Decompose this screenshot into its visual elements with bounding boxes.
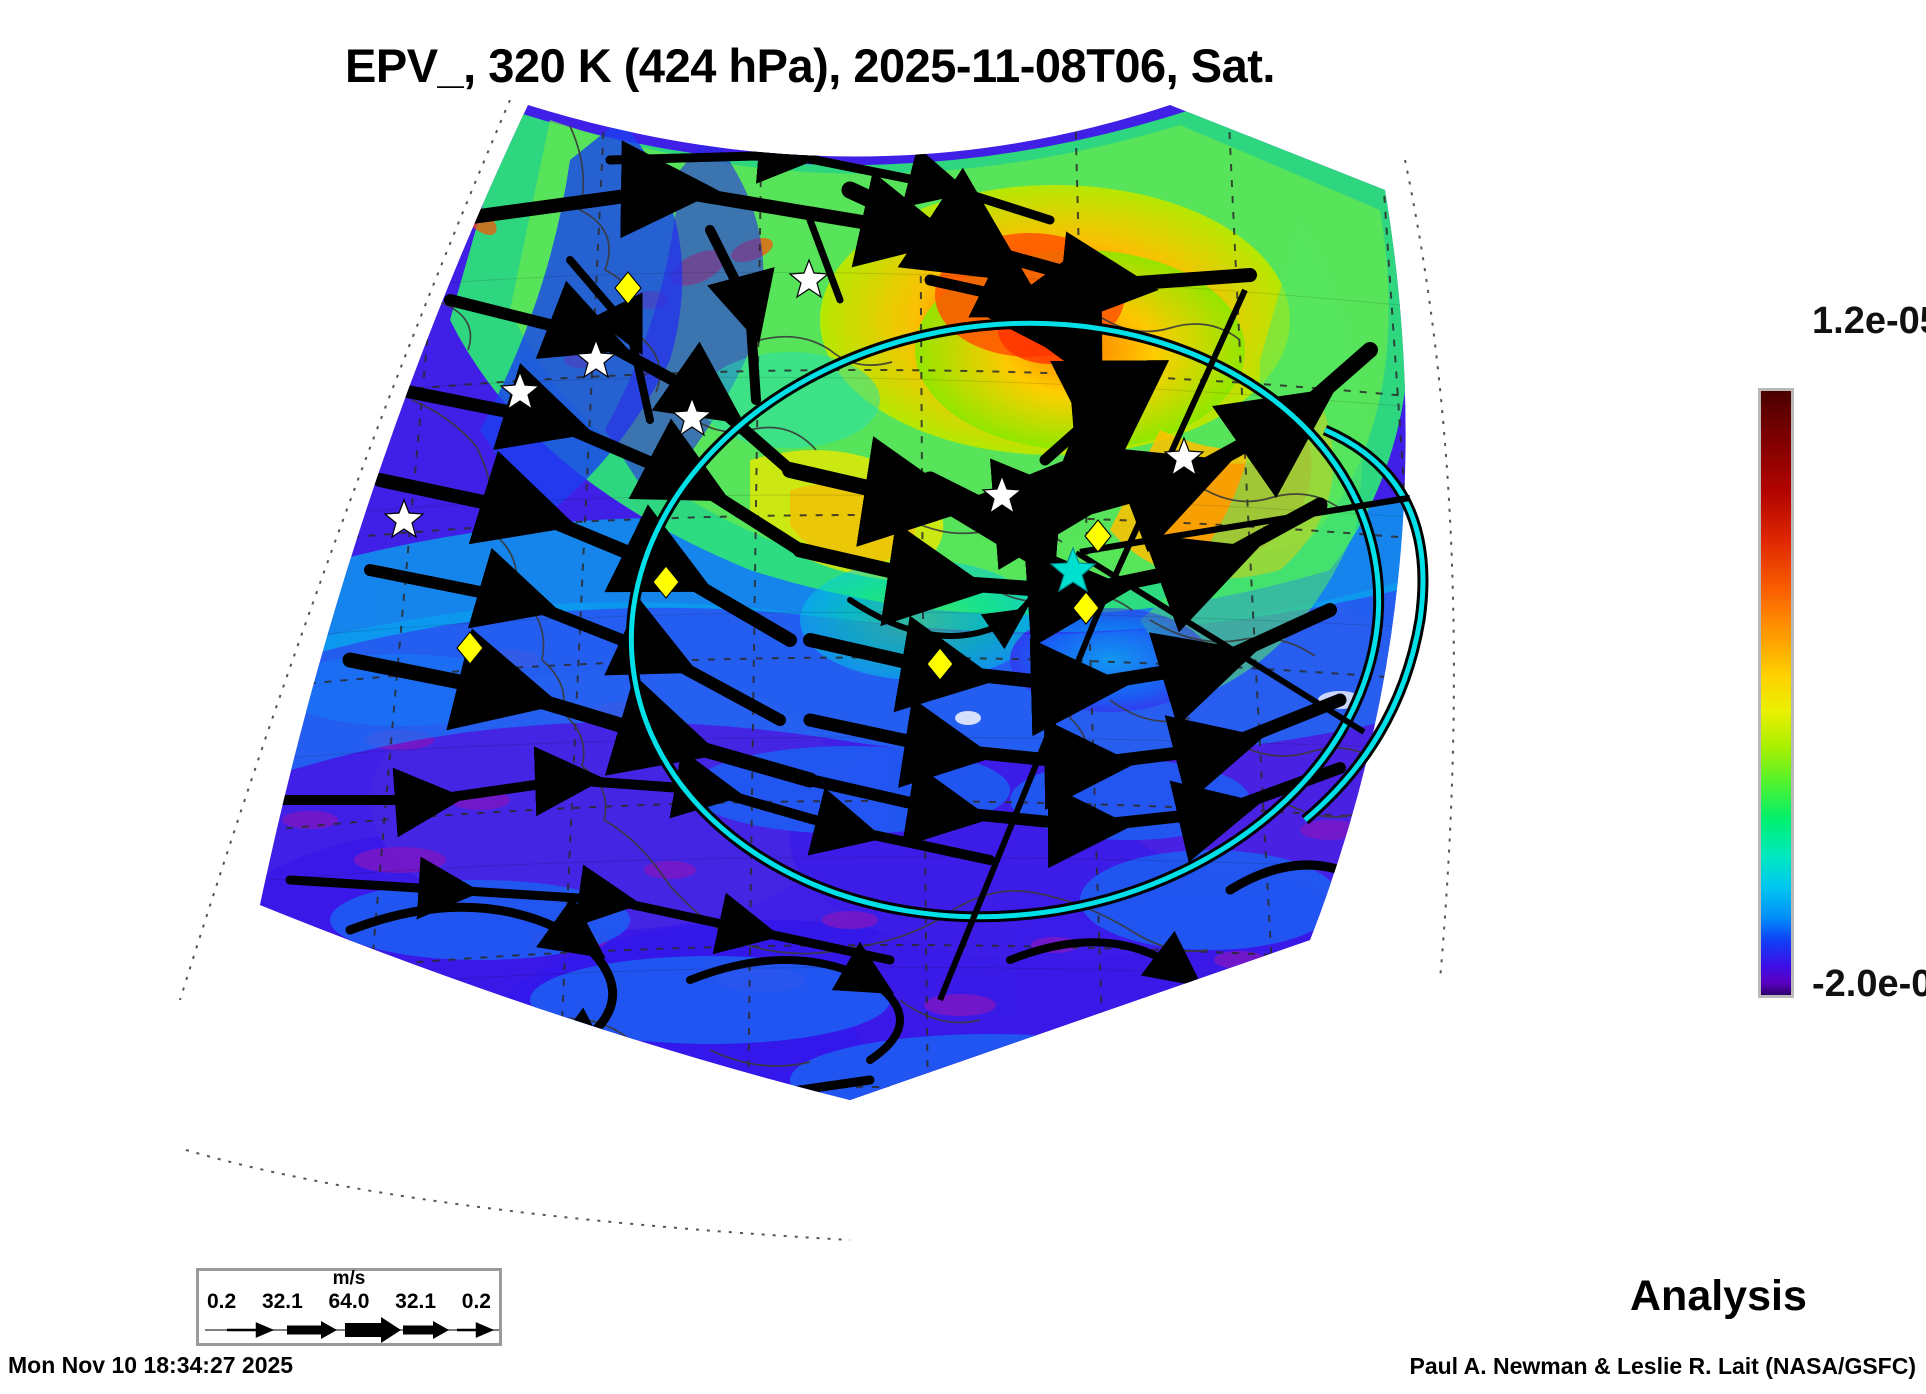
map-panel[interactable] — [150, 99, 1570, 1260]
author-credit: Paul A. Newman & Leslie R. Lait (NASA/GS… — [1409, 1353, 1916, 1379]
colorbar-max-label: 1.2e-05 — [1812, 300, 1926, 342]
map-svg[interactable] — [150, 99, 1570, 1260]
colorbar-min-label: -2.0e-06 — [1812, 963, 1926, 1005]
station-markers[interactable] — [383, 258, 1205, 681]
wind-tick-0: 0.2 — [207, 1290, 237, 1313]
white-star-marker[interactable] — [383, 258, 1205, 539]
yellow-diamond-marker[interactable] — [456, 271, 1112, 681]
epv-field — [260, 105, 1406, 1100]
colorbar — [1758, 388, 1794, 998]
page-title: EPV_, 320 K (424 hPa), 2025-11-08T06, Sa… — [345, 39, 1276, 92]
cyan-star-marker[interactable] — [1049, 546, 1097, 593]
wind-tick-3: 32.1 — [395, 1290, 437, 1313]
wind-tick-2: 64.0 — [328, 1290, 370, 1313]
wind-legend-units: m/s — [332, 1268, 366, 1289]
wind-speed-legend: m/s 0.2 32.1 64.0 32.1 0.2 — [196, 1268, 502, 1346]
analysis-label: Analysis — [1630, 1272, 1807, 1320]
flight-track-lines — [937, 288, 1411, 1002]
projection-boundary — [179, 99, 1455, 1241]
wind-legend-arrows — [205, 1317, 499, 1343]
wind-legend-ticks: 0.2 32.1 64.0 32.1 0.2 — [207, 1290, 491, 1314]
range-ring — [625, 317, 1385, 923]
wind-tick-4: 0.2 — [461, 1290, 491, 1313]
render-timestamp: Mon Nov 10 18:34:27 2025 — [8, 1352, 294, 1378]
wind-tick-1: 32.1 — [261, 1290, 303, 1313]
range-ring-outside — [1301, 424, 1429, 825]
